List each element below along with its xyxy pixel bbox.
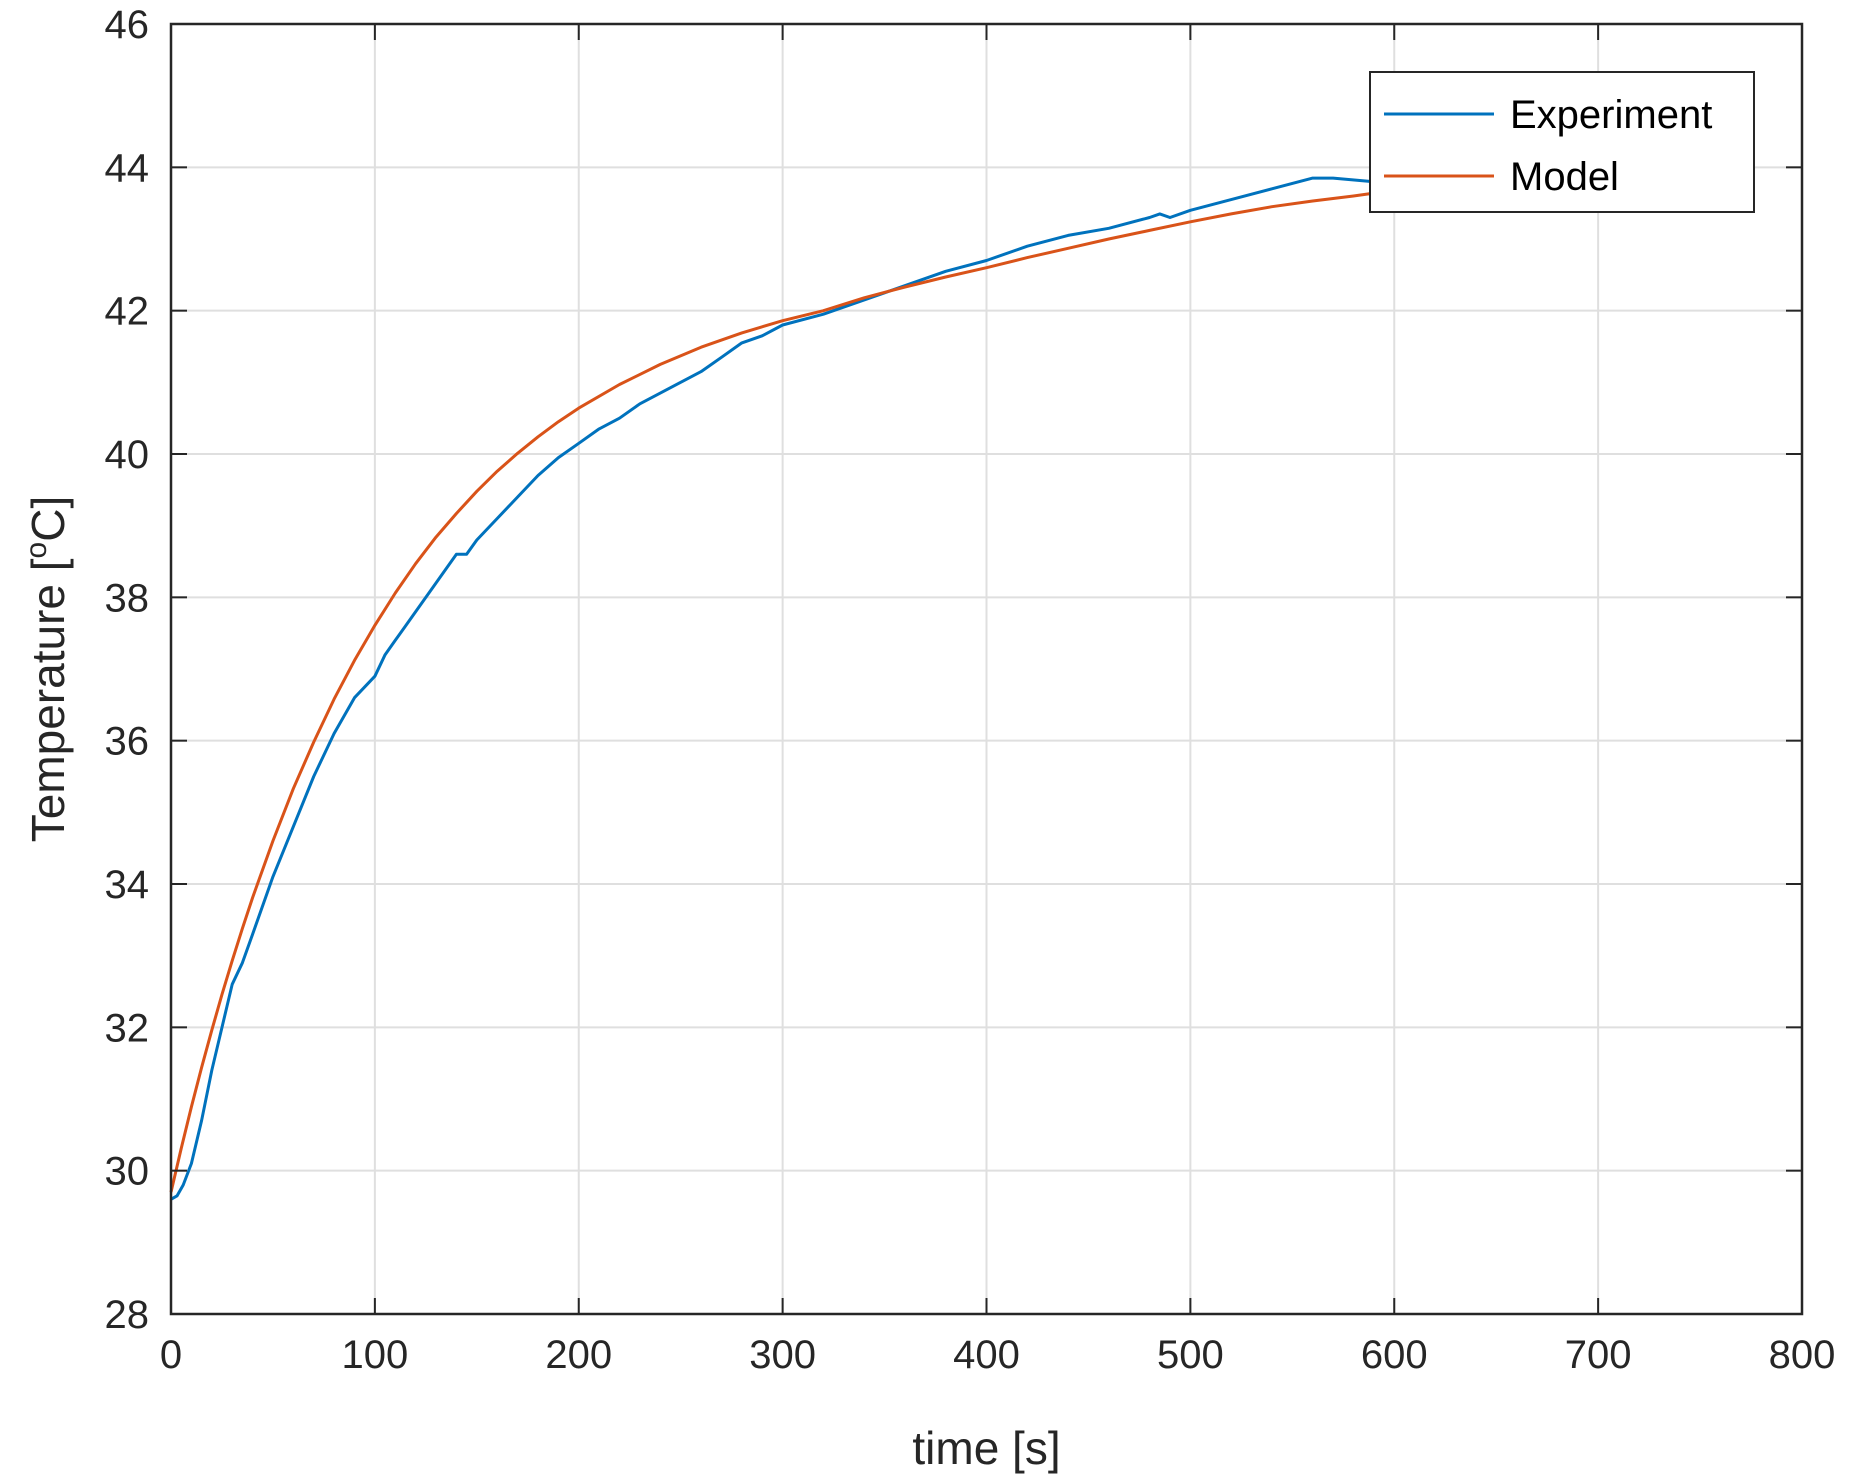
y-tick-label: 38 <box>105 576 150 620</box>
y-axis-label-suffix: C] <box>22 496 74 542</box>
axis-ticks <box>170 23 1803 1315</box>
x-tick-label: 100 <box>342 1333 409 1377</box>
x-tick-label: 300 <box>749 1333 816 1377</box>
legend-label-model: Model <box>1510 155 1619 199</box>
x-tick-label: 700 <box>1565 1333 1632 1377</box>
y-tick-label: 34 <box>105 863 150 907</box>
x-tick-label: 0 <box>160 1333 182 1377</box>
y-tick-label: 44 <box>105 146 150 190</box>
y-axis-label-superscript: o <box>20 542 53 559</box>
y-tick-labels: 28 30 32 34 36 38 40 42 44 46 <box>105 3 150 1337</box>
x-tick-label: 800 <box>1769 1333 1836 1377</box>
data-series <box>169 176 1375 1201</box>
y-tick-label: 28 <box>105 1293 150 1337</box>
x-tick-label: 600 <box>1361 1333 1428 1377</box>
y-axis-label-base: Temperature [ <box>22 558 74 842</box>
x-axis-label: time [s] <box>912 1422 1060 1474</box>
y-axis-label: Temperature [oC] <box>20 496 74 842</box>
x-tick-label: 200 <box>545 1333 612 1377</box>
legend-label-experiment: Experiment <box>1510 93 1712 137</box>
x-tick-label: 500 <box>1157 1333 1224 1377</box>
y-tick-label: 46 <box>105 3 150 47</box>
legend-box <box>1369 71 1755 213</box>
y-tick-label: 40 <box>105 433 150 477</box>
series-line-experiment <box>170 176 1375 1201</box>
x-tick-label: 400 <box>953 1333 1020 1377</box>
legend: Experiment Model <box>1369 71 1755 213</box>
y-tick-label: 42 <box>105 290 150 334</box>
y-tick-label: 32 <box>105 1006 150 1050</box>
y-tick-label: 36 <box>105 720 150 764</box>
y-tick-label: 30 <box>105 1150 150 1194</box>
series-line-model <box>169 191 1375 1193</box>
x-tick-labels: 0 100 200 300 400 500 600 700 800 <box>160 1333 1836 1377</box>
